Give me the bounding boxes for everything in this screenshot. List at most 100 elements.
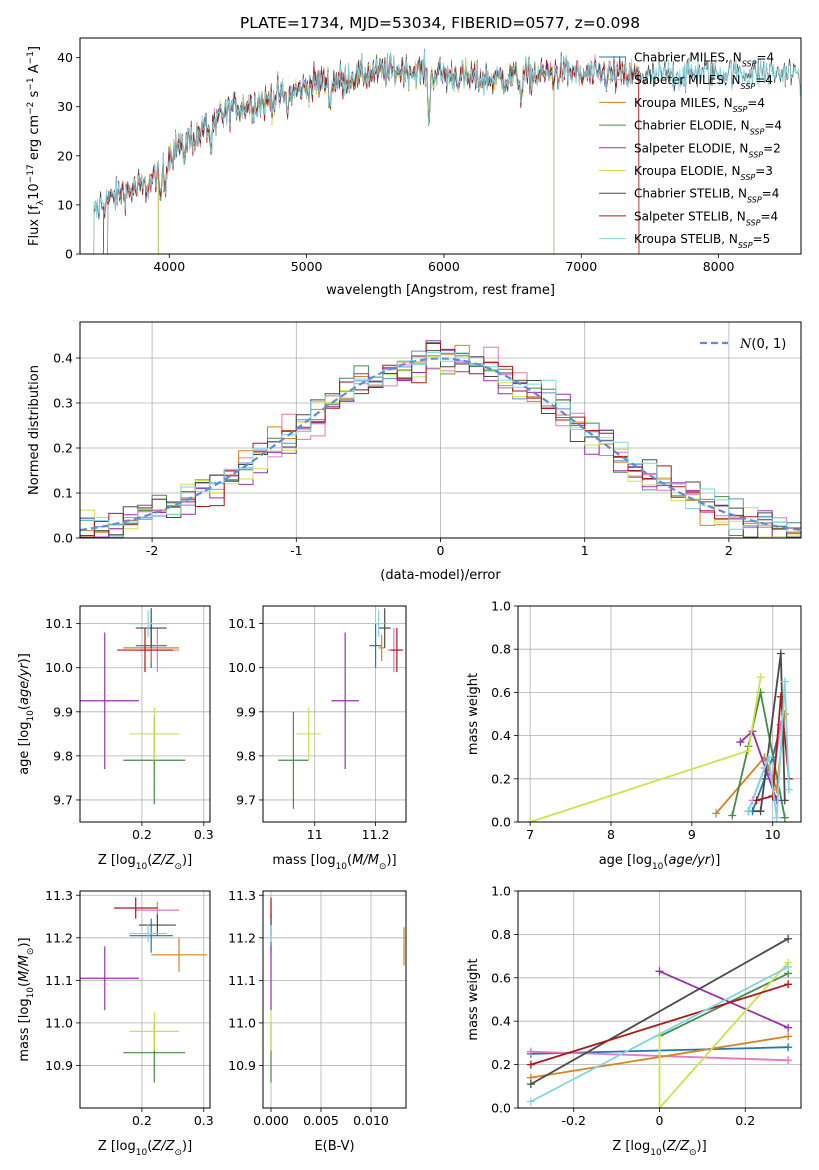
errorbar-age_vs_mass-0 — [369, 623, 382, 668]
plot-area-age_vs_Z — [80, 608, 186, 805]
x-tick-label-mass_weight_vs_age-1: 8 — [607, 827, 615, 842]
y-tick-label-residuals-2: 0.2 — [53, 441, 73, 456]
axes-mass_vs_Z: 0.2 0.3 10.9 11.0 11.1 11.2 11.3 Z [log10(Z/Z⊙)… — [17, 888, 214, 1158]
frame-mass_vs_Z — [79, 890, 211, 1109]
y-tick-label-mass_weight_vs_age-5: 1.0 — [491, 599, 511, 614]
y-tick-label-mass_vs_Z-4: 11.3 — [45, 888, 73, 903]
x-tick-label-mass_weight_vs_age-0: 7 — [526, 827, 534, 842]
weight-marker-mass_weight_vs_Z-1-1 — [784, 1056, 793, 1065]
spectrum-legend: Chabrier MILES, NSSP=4 Salpeter MILES, NS… — [599, 51, 782, 250]
y-tick-label-mass_weight_vs_Z-5: 1.0 — [491, 884, 511, 899]
weight-marker-mass_weight_vs_Z-8-0 — [526, 1097, 535, 1106]
frame-mass_weight_vs_age — [517, 605, 802, 823]
y-tick-label-mass_weight_vs_Z-3: 0.6 — [491, 970, 511, 985]
spectrum-series-7 — [102, 52, 640, 254]
x-tick-label-residuals-0: -2 — [146, 543, 158, 558]
y-tick-label-mass_weight_vs_Z-1: 0.2 — [491, 1057, 511, 1072]
errorbar-age_vs_Z-6 — [135, 608, 167, 648]
errorbar-age_vs_Z-4 — [80, 632, 139, 770]
weight-marker-mass_weight_vs_Z-1-0 — [526, 1047, 535, 1056]
y-tick-label-spectrum-3: 30 — [57, 99, 73, 114]
x-tick-label-spectrum-1: 5000 — [291, 259, 323, 274]
plot-area-residuals — [80, 340, 801, 538]
y-tick-label-spectrum-2: 20 — [57, 148, 73, 163]
spectrum-ylabel: Flux [fλ10−17 erg cm−2 s−1 A−1] — [26, 46, 46, 246]
spectrum-legend-label-1: Salpeter MILES, NSSP=4 — [634, 73, 773, 91]
y-tick-label-spectrum-1: 10 — [57, 197, 73, 212]
errorbar-age_vs_Z-8 — [129, 610, 167, 637]
weight-line-mass_weight_vs_Z-4 — [659, 970, 789, 1029]
figure-title: PLATE=1734, MJD=53034, FIBERID=0577, z=0… — [240, 14, 640, 32]
y-tick-label-mass_vs_ebv-1: 11.0 — [228, 1015, 256, 1030]
x-tick-label-age_vs_mass-1: 11.2 — [362, 827, 390, 842]
y-tick-label-age_vs_mass-0: 9.7 — [236, 792, 256, 807]
axes-residuals: -2 -1 0 1 2 0.0 0.1 0.2 0.3 0.4 N(0, 1) (data-model… — [27, 321, 802, 583]
errorbar-age_vs_mass-8 — [372, 610, 385, 637]
spectrum-legend-label-3: Chabrier ELODIE, NSSP=4 — [634, 119, 782, 137]
y-tick-label-mass_vs_Z-2: 11.1 — [45, 973, 73, 988]
y-tick-label-residuals-4: 0.4 — [53, 351, 73, 366]
plot-area-age_vs_mass — [278, 608, 403, 809]
weight-marker-mass_weight_vs_Z-5-1 — [655, 1104, 664, 1108]
weight-marker-mass_weight_vs_Z-0-1 — [784, 1043, 793, 1052]
y-tick-label-spectrum-4: 40 — [57, 50, 73, 65]
weight-line-mass_weight_vs_Z-5 — [658, 962, 789, 1108]
age_vs_Z-xlabel: Z [log10(Z/Z⊙)] — [98, 853, 192, 872]
y-tick-label-age_vs_Z-1: 9.8 — [53, 748, 73, 763]
errorbar-mass_vs_Z-0 — [129, 918, 173, 953]
y-tick-label-mass_weight_vs_age-1: 0.2 — [491, 771, 511, 786]
x-tick-label-mass_weight_vs_age-2: 9 — [688, 827, 696, 842]
spectrum-legend-label-4: Salpeter ELODIE, NSSP=2 — [634, 141, 781, 159]
mass_weight_vs_Z-ylabel: mass weight — [466, 958, 481, 1040]
y-tick-label-age_vs_mass-4: 10.1 — [228, 616, 256, 631]
y-tick-label-mass_weight_vs_Z-4: 0.8 — [491, 927, 511, 942]
mass_weight_vs_Z-xlabel: Z [log10(Z/Z⊙)] — [612, 1139, 706, 1158]
y-tick-label-age_vs_Z-3: 10.0 — [45, 660, 73, 675]
plot-area-mass_weight_vs_age — [526, 649, 793, 822]
spectrum-legend-label-0: Chabrier MILES, NSSP=4 — [634, 51, 774, 69]
x-tick-label-mass_vs_ebv-2: 0.010 — [353, 1113, 389, 1128]
weight-marker-mass_weight_vs_age-5-1 — [744, 746, 753, 755]
axes-age_vs_Z: 0.2 0.3 9.7 9.8 9.9 10.0 10.1 Z [log10(Z/Z⊙)] ag… — [17, 605, 214, 872]
y-tick-label-mass_weight_vs_Z-2: 0.4 — [491, 1014, 511, 1029]
errorbar-age_vs_mass-2 — [378, 634, 385, 662]
residual-histogram-7 — [80, 343, 801, 538]
residual-legend-label: N(0, 1) — [739, 337, 786, 352]
weight-marker-mass_weight_vs_age-3-3 — [780, 813, 789, 822]
y-tick-label-age_vs_mass-3: 10.0 — [228, 660, 256, 675]
x-tick-label-age_vs_Z-1: 0.3 — [194, 827, 214, 842]
x-tick-label-mass_weight_vs_Z-1: 0 — [656, 1113, 664, 1128]
weight-marker-mass_weight_vs_age-6-2 — [776, 649, 785, 658]
weight-marker-mass_weight_vs_Z-7-0 — [526, 1060, 535, 1069]
spectrum-legend-label-8: Kroupa STELIB, NSSP=5 — [634, 232, 770, 250]
y-tick-label-residuals-1: 0.1 — [53, 486, 73, 501]
y-tick-label-residuals-0: 0.0 — [53, 531, 73, 546]
y-tick-label-mass_weight_vs_age-4: 0.8 — [491, 642, 511, 657]
normal-curve — [80, 357, 801, 532]
weight-marker-mass_weight_vs_Z-4-1 — [784, 1023, 793, 1032]
mass_weight_vs_age-xlabel: age [log10(age/yr)] — [599, 853, 721, 872]
axes-age_vs_mass: 11 11.2 9.7 9.8 9.9 10.0 10.1 mass [log10(M/M⊙)… — [228, 605, 407, 872]
errorbar-mass_vs_Z-2 — [151, 937, 207, 972]
weight-marker-mass_weight_vs_Z-4-0 — [655, 967, 664, 976]
residuals-ylabel: Normed distribution — [27, 365, 42, 495]
weight-marker-mass_weight_vs_age-8-2 — [772, 813, 781, 822]
frame-mass_weight_vs_Z — [517, 890, 802, 1109]
x-tick-label-age_vs_Z-0: 0.2 — [132, 827, 152, 842]
x-tick-label-mass_weight_vs_Z-2: 0.2 — [735, 1113, 755, 1128]
weight-marker-mass_weight_vs_age-2-0 — [712, 809, 721, 818]
x-tick-label-mass_weight_vs_age-3: 10 — [765, 827, 781, 842]
errorbar-mass_vs_Z-8 — [129, 925, 167, 943]
weight-marker-mass_weight_vs_age-8-0 — [744, 807, 753, 816]
y-tick-label-age_vs_Z-0: 9.7 — [53, 792, 73, 807]
weight-marker-mass_weight_vs_age-4-0 — [736, 738, 745, 747]
spectrum-series-8 — [93, 50, 801, 254]
axes-spectrum: 4000 5000 6000 7000 8000 0 10 20 30 40 Chabrier MI… — [26, 37, 802, 298]
age_vs_mass-xlabel: mass [log10(M/M⊙)] — [272, 853, 396, 872]
errorbar-mass_vs_Z-5 — [129, 1012, 180, 1051]
weight-marker-mass_weight_vs_Z-6-1 — [784, 934, 793, 943]
errorbar-age_vs_Z-7 — [117, 628, 173, 673]
x-tick-label-spectrum-2: 6000 — [428, 259, 460, 274]
axes-mass_weight_vs_Z: -0.2 0 0.2 0.0 0.2 0.4 0.6 0.8 1.0 Z [log10(Z/Z⊙)… — [466, 884, 802, 1158]
frame-age_vs_mass — [262, 605, 407, 823]
